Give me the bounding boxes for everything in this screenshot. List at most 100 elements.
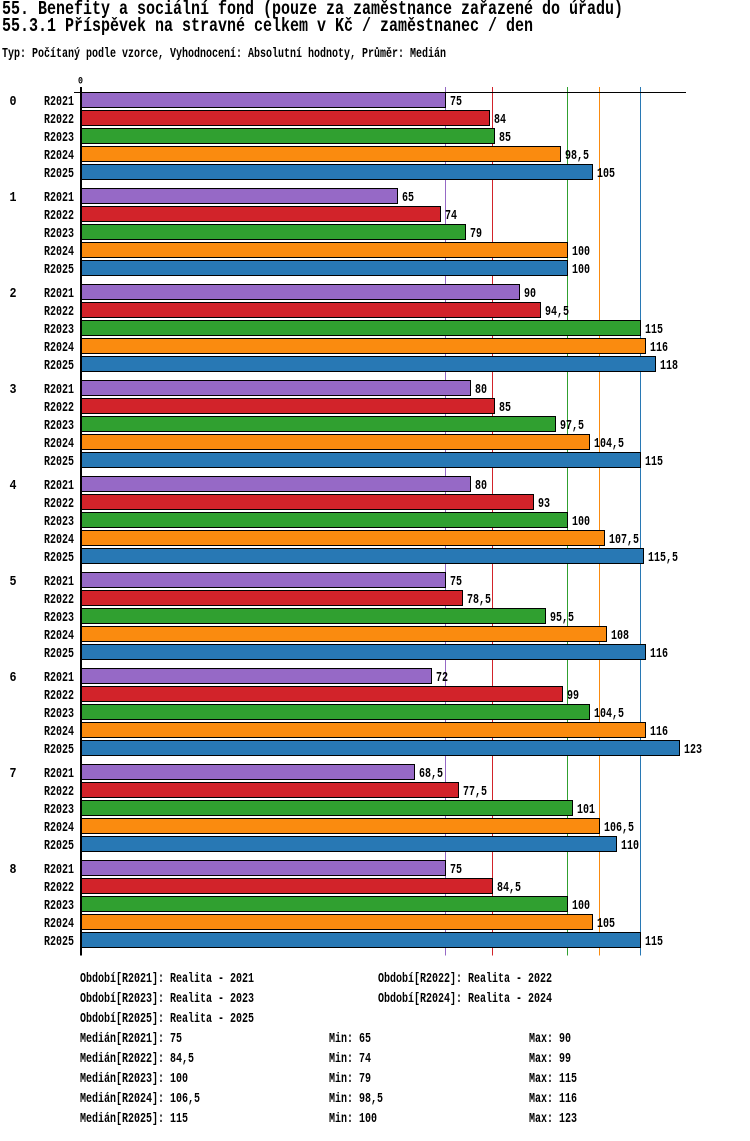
svg-text:Medián[R2021]: 75: Medián[R2021]: 75 <box>80 1031 182 1047</box>
svg-text:100: 100 <box>572 514 590 530</box>
svg-text:R2025: R2025 <box>44 262 74 278</box>
svg-text:95,5: 95,5 <box>550 610 574 626</box>
svg-text:75: 75 <box>450 574 462 590</box>
svg-text:80: 80 <box>475 478 487 494</box>
svg-text:R2022: R2022 <box>44 304 74 320</box>
svg-text:115: 115 <box>645 934 663 950</box>
svg-text:Max: 116: Max: 116 <box>529 1091 577 1107</box>
svg-text:3: 3 <box>10 382 17 398</box>
svg-text:R2025: R2025 <box>44 838 74 854</box>
svg-text:R2023: R2023 <box>44 514 74 530</box>
svg-text:R2025: R2025 <box>44 166 74 182</box>
svg-text:R2023: R2023 <box>44 130 74 146</box>
svg-text:R2022: R2022 <box>44 784 74 800</box>
svg-text:65: 65 <box>402 190 414 206</box>
svg-text:R2021: R2021 <box>44 94 74 110</box>
svg-text:R2024: R2024 <box>44 148 74 164</box>
svg-text:Min: 79: Min: 79 <box>329 1071 371 1087</box>
svg-text:0: 0 <box>10 94 17 110</box>
svg-text:79: 79 <box>470 226 482 242</box>
svg-text:104,5: 104,5 <box>594 436 624 452</box>
svg-text:8: 8 <box>10 862 17 878</box>
svg-text:93: 93 <box>538 496 550 512</box>
svg-text:75: 75 <box>450 94 462 110</box>
svg-text:R2021: R2021 <box>44 862 74 878</box>
svg-text:55. Benefity a sociální fond (: 55. Benefity a sociální fond (pouze za z… <box>2 0 623 20</box>
svg-text:R2024: R2024 <box>44 820 74 836</box>
svg-text:116: 116 <box>650 646 668 662</box>
svg-text:R2024: R2024 <box>44 244 74 260</box>
svg-text:R2025: R2025 <box>44 358 74 374</box>
svg-text:R2025: R2025 <box>44 550 74 566</box>
svg-text:94,5: 94,5 <box>545 304 569 320</box>
svg-text:R2023: R2023 <box>44 610 74 626</box>
svg-text:75: 75 <box>450 862 462 878</box>
svg-text:R2023: R2023 <box>44 802 74 818</box>
svg-text:5: 5 <box>10 574 17 590</box>
svg-text:R2021: R2021 <box>44 766 74 782</box>
svg-text:116: 116 <box>650 340 668 356</box>
svg-text:Medián[R2022]: 84,5: Medián[R2022]: 84,5 <box>80 1051 194 1067</box>
svg-text:R2021: R2021 <box>44 478 74 494</box>
svg-text:105: 105 <box>597 916 615 932</box>
svg-text:R2022: R2022 <box>44 880 74 896</box>
svg-text:97,5: 97,5 <box>560 418 584 434</box>
svg-text:R2021: R2021 <box>44 190 74 206</box>
svg-text:Období[R2023]: Realita - 2023: Období[R2023]: Realita - 2023 <box>80 991 254 1007</box>
svg-text:6: 6 <box>10 670 17 686</box>
svg-text:R2024: R2024 <box>44 724 74 740</box>
svg-text:Období[R2024]: Realita - 2024: Období[R2024]: Realita - 2024 <box>378 991 552 1007</box>
svg-text:Min: 74: Min: 74 <box>329 1051 371 1067</box>
svg-text:107,5: 107,5 <box>609 532 639 548</box>
svg-text:Medián[R2024]: 106,5: Medián[R2024]: 106,5 <box>80 1091 200 1107</box>
svg-text:2: 2 <box>10 286 17 302</box>
svg-text:Max: 90: Max: 90 <box>529 1031 571 1047</box>
svg-text:R2025: R2025 <box>44 742 74 758</box>
svg-text:R2024: R2024 <box>44 628 74 644</box>
svg-text:R2022: R2022 <box>44 688 74 704</box>
svg-text:R2021: R2021 <box>44 574 74 590</box>
svg-text:R2021: R2021 <box>44 286 74 302</box>
svg-text:Min: 65: Min: 65 <box>329 1031 371 1047</box>
svg-text:Období[R2022]: Realita - 2022: Období[R2022]: Realita - 2022 <box>378 971 552 987</box>
svg-text:Max: 115: Max: 115 <box>529 1071 577 1087</box>
svg-text:108: 108 <box>611 628 629 644</box>
svg-text:85: 85 <box>499 400 511 416</box>
svg-text:77,5: 77,5 <box>463 784 487 800</box>
svg-text:R2022: R2022 <box>44 592 74 608</box>
svg-text:118: 118 <box>660 358 678 374</box>
svg-text:100: 100 <box>572 898 590 914</box>
svg-text:R2022: R2022 <box>44 112 74 128</box>
svg-text:R2024: R2024 <box>44 916 74 932</box>
svg-text:123: 123 <box>684 742 702 758</box>
svg-text:Min: 98,5: Min: 98,5 <box>329 1091 383 1107</box>
svg-text:R2025: R2025 <box>44 454 74 470</box>
svg-text:85: 85 <box>499 130 511 146</box>
svg-text:1: 1 <box>10 190 17 206</box>
svg-text:0: 0 <box>78 77 83 88</box>
svg-text:100: 100 <box>572 262 590 278</box>
svg-text:R2022: R2022 <box>44 400 74 416</box>
svg-text:R2022: R2022 <box>44 496 74 512</box>
svg-text:106,5: 106,5 <box>604 820 634 836</box>
svg-text:R2023: R2023 <box>44 418 74 434</box>
svg-text:90: 90 <box>524 286 536 302</box>
svg-text:100: 100 <box>572 244 590 260</box>
svg-text:7: 7 <box>10 766 17 782</box>
svg-text:84,5: 84,5 <box>497 880 521 896</box>
svg-text:99: 99 <box>567 688 579 704</box>
svg-text:R2023: R2023 <box>44 898 74 914</box>
svg-text:115: 115 <box>645 454 663 470</box>
svg-text:98,5: 98,5 <box>565 148 589 164</box>
svg-text:55.3.1 Příspěvek na stravné ce: 55.3.1 Příspěvek na stravné celkem v Kč … <box>2 15 533 37</box>
svg-text:R2023: R2023 <box>44 322 74 338</box>
svg-text:Období[R2025]: Realita - 2025: Období[R2025]: Realita - 2025 <box>80 1011 254 1027</box>
svg-text:Typ: Počítaný podle vzorce, Vy: Typ: Počítaný podle vzorce, Vyhodnocení:… <box>2 46 446 62</box>
svg-text:68,5: 68,5 <box>419 766 443 782</box>
svg-text:Období[R2021]: Realita - 2021: Období[R2021]: Realita - 2021 <box>80 971 254 987</box>
svg-text:80: 80 <box>475 382 487 398</box>
svg-text:72: 72 <box>436 670 448 686</box>
svg-text:4: 4 <box>10 478 17 494</box>
svg-text:Min: 100: Min: 100 <box>329 1111 377 1127</box>
svg-text:78,5: 78,5 <box>467 592 491 608</box>
